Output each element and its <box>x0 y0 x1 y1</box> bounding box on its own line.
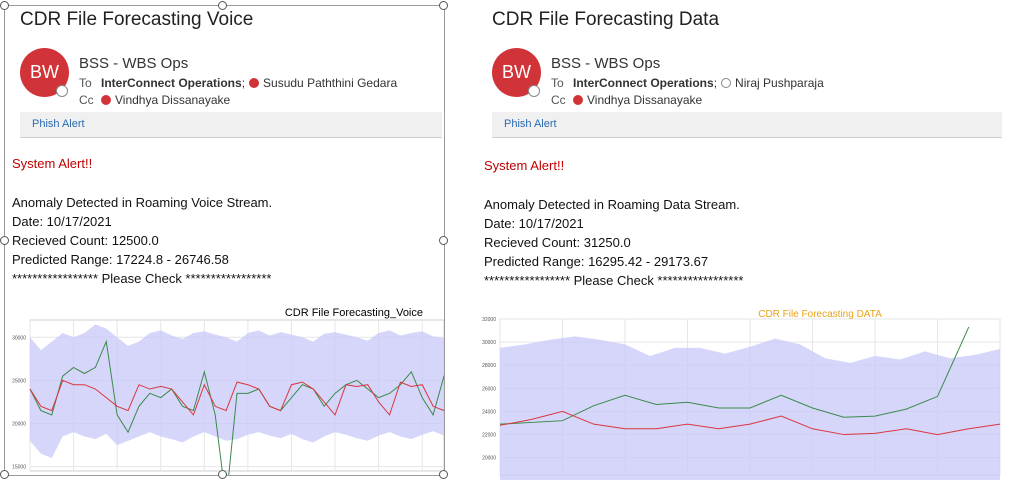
body-line: Predicted Range: 17224.8 - 26746.58 <box>12 252 229 267</box>
resize-handle[interactable] <box>0 470 9 479</box>
presence-offline-icon <box>721 78 732 88</box>
y-tick-label: 20000 <box>482 456 496 462</box>
y-tick-label: 28000 <box>482 363 496 369</box>
phish-alert-bar: Phish Alert <box>20 112 442 138</box>
phish-alert-link[interactable]: Phish Alert <box>504 118 557 130</box>
cc-recipient[interactable]: Vindhya Dissanayake <box>115 93 231 107</box>
presence-status-icon <box>528 85 540 97</box>
to-label: To <box>551 76 564 90</box>
actual-series-line <box>499 326 970 425</box>
resize-handle[interactable] <box>439 236 448 245</box>
to-line: To InterConnect Operations ; Niraj Pushp… <box>551 76 824 90</box>
system-alert-heading: System Alert!! <box>484 158 565 173</box>
presence-busy-icon <box>249 78 260 88</box>
sender-name[interactable]: BSS - WBS Ops <box>551 55 661 72</box>
y-tick-label: 26000 <box>482 386 496 392</box>
y-tick-label: 24000 <box>482 409 496 415</box>
sender-avatar[interactable]: BW <box>20 48 69 97</box>
phish-alert-bar: Phish Alert <box>492 112 1002 138</box>
avatar-initials: BW <box>30 62 59 82</box>
to-recipient-secondary[interactable]: Niraj Pushparaja <box>735 76 824 90</box>
phish-alert-link[interactable]: Phish Alert <box>32 118 85 130</box>
y-tick-label: 20000 <box>12 422 26 428</box>
y-tick-label: 30000 <box>482 340 496 346</box>
cc-line: Cc Vindhya Dissanayake <box>551 93 702 107</box>
email-subject-title: CDR File Forecasting Data <box>492 9 720 30</box>
cc-label: Cc <box>79 93 94 107</box>
resize-handle[interactable] <box>439 470 448 479</box>
sender-name[interactable]: BSS - WBS Ops <box>79 55 189 72</box>
avatar-initials: BW <box>502 62 531 82</box>
to-line: To InterConnect Operations ; Susudu Path… <box>79 76 397 90</box>
y-tick-label: 32000 <box>482 317 496 323</box>
y-tick-label: 15000 <box>12 465 26 471</box>
presence-busy-icon <box>101 95 111 105</box>
to-recipient-secondary[interactable]: Susudu Paththini Gedara <box>263 76 398 90</box>
resize-handle[interactable] <box>218 470 227 479</box>
y-tick-label: 25000 <box>12 378 26 384</box>
presence-status-icon <box>56 85 68 97</box>
to-recipient-primary[interactable]: InterConnect Operations <box>573 76 714 90</box>
to-label: To <box>79 76 92 90</box>
body-line: ***************** Please Check *********… <box>12 271 272 286</box>
presence-busy-icon <box>573 95 583 105</box>
cc-recipient[interactable]: Vindhya Dissanayake <box>587 93 703 107</box>
resize-handle[interactable] <box>218 1 227 10</box>
body-line: Anomaly Detected in Roaming Voice Stream… <box>12 195 273 210</box>
email-pane-data: CDR File Forecasting Data BW BSS - WBS O… <box>472 0 1012 480</box>
y-tick-label: 22000 <box>482 433 496 439</box>
system-alert-heading: System Alert!! <box>12 156 93 171</box>
body-line: ***************** Please Check *********… <box>484 273 744 288</box>
resize-handle[interactable] <box>0 1 9 10</box>
y-tick-label: 30000 <box>12 335 26 341</box>
data-forecast-chart: 20000 22000 24000 26000 28000 30000 32000 CDR F… <box>482 309 1001 480</box>
body-line: Predicted Range: 16295.42 - 29173.67 <box>484 254 709 269</box>
to-recipient-primary[interactable]: InterConnect Operations <box>101 76 242 90</box>
email-pane-voice: CDR File Forecasting Voice BW BSS - WBS … <box>0 0 450 480</box>
body-line: Recieved Count: 12500.0 <box>12 233 159 248</box>
voice-forecast-chart: 15000 20000 25000 30000 CDR File Forecasting… <box>12 307 444 475</box>
prediction-band <box>30 324 444 459</box>
body-line: Date: 10/17/2021 <box>12 214 112 229</box>
resize-handle[interactable] <box>439 1 448 10</box>
chart-title: CDR File Forecasting DATA <box>758 309 882 320</box>
chart-title: CDR File Forecasting_Voice <box>285 307 423 319</box>
email-body: Anomaly Detected in Roaming Voice Stream… <box>12 193 272 288</box>
body-line: Recieved Count: 31250.0 <box>484 235 631 250</box>
to-separator: ; <box>241 76 246 90</box>
cc-label: Cc <box>551 93 566 107</box>
email-subject-title: CDR File Forecasting Voice <box>20 9 254 30</box>
forecast-series-line <box>29 379 444 416</box>
body-line: Date: 10/17/2021 <box>484 216 584 231</box>
to-separator: ; <box>713 76 718 90</box>
forecast-series-line <box>499 410 1001 436</box>
email-body: Anomaly Detected in Roaming Data Stream.… <box>484 195 743 290</box>
cc-line: Cc Vindhya Dissanayake <box>79 93 230 107</box>
body-line: Anomaly Detected in Roaming Data Stream. <box>484 197 740 212</box>
resize-handle[interactable] <box>0 236 9 245</box>
